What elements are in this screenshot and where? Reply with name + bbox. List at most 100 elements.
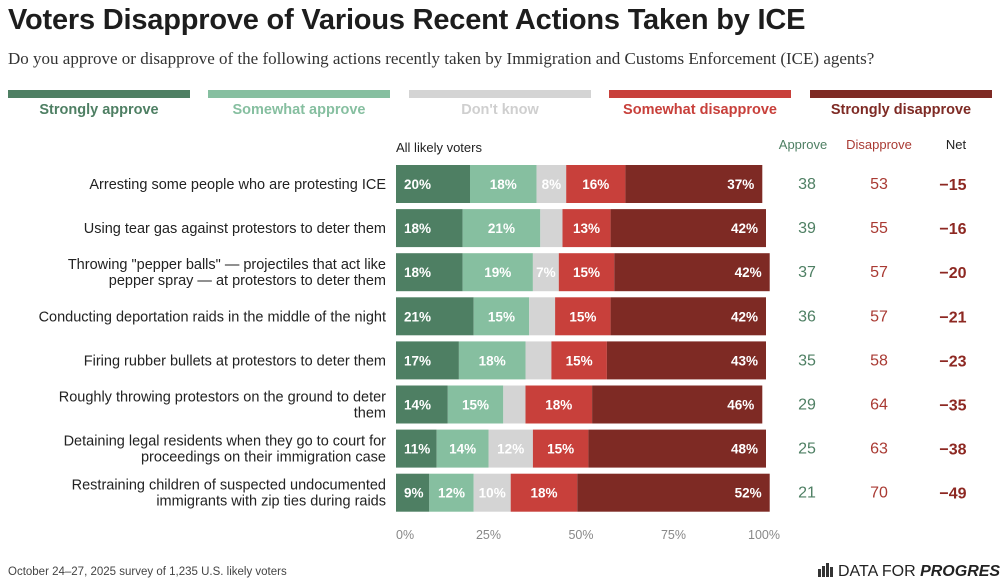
category-label: immigrants with zip ties during raids: [156, 494, 386, 510]
net-value: −38: [939, 442, 966, 459]
bar-value-label: 12%: [438, 486, 465, 501]
legend-item-strongly-approve: Strongly approve: [8, 90, 190, 120]
bar-value-label: 18%: [530, 486, 557, 501]
bar-segment-somewhat-approve: [462, 253, 533, 292]
approve-value: 29: [798, 397, 816, 414]
bar-segment-somewhat-disapprove: [562, 209, 611, 248]
net-value: −16: [939, 221, 966, 238]
bar-value-label: 20%: [404, 177, 431, 192]
bar-segment-somewhat-disapprove: [551, 341, 607, 380]
bar-value-label: 15%: [488, 309, 515, 324]
footer-note: October 24–27, 2025 survey of 1,235 U.S.…: [8, 566, 287, 578]
bar-value-label: 18%: [490, 177, 517, 192]
disapprove-value: 57: [870, 308, 888, 325]
approve-value: 25: [798, 441, 816, 458]
bar-segment-strongly-disapprove: [588, 429, 766, 468]
bar-value-label: 15%: [566, 353, 593, 368]
net-value: −20: [939, 265, 966, 282]
category-label: Firing rubber bullets at protestors to d…: [84, 353, 386, 369]
bar-segment-strongly-approve: [396, 429, 437, 468]
approve-value: 21: [798, 485, 816, 502]
bar-segment-somewhat-approve: [447, 385, 504, 424]
bar-value-label: 18%: [404, 265, 431, 280]
approve-value: 38: [798, 176, 816, 193]
bar-value-label: 52%: [735, 486, 762, 501]
disapprove-value: 63: [870, 441, 888, 458]
bar-value-label: 12%: [497, 442, 524, 457]
net-value: −49: [939, 486, 966, 503]
bar-segment-strongly-disapprove: [592, 385, 763, 424]
x-tick-label: 75%: [661, 528, 686, 542]
bar-value-label: 16%: [582, 177, 609, 192]
bar-segment-strongly-approve: [396, 297, 474, 336]
legend-item-dont-know: Don't know: [409, 90, 591, 120]
bar-value-label: 13%: [573, 221, 600, 236]
approve-value: 36: [798, 308, 816, 325]
bar-value-label: 10%: [479, 486, 506, 501]
bar-value-label: 18%: [404, 221, 431, 236]
bar-segment-strongly-approve: [396, 385, 448, 424]
legend-swatch: [208, 90, 390, 98]
bar-segment-strongly-approve: [396, 341, 459, 380]
legend-swatch: [609, 90, 791, 98]
disapprove-value: 64: [870, 397, 888, 414]
bar-segment-somewhat-approve: [462, 209, 541, 248]
brand-prefix: DATA FOR: [838, 563, 921, 580]
bar-segment-somewhat-disapprove: [566, 165, 626, 203]
bar-segment-don-t-know: [529, 297, 556, 336]
net-value: −15: [939, 177, 966, 194]
bar-value-label: 15%: [569, 309, 596, 324]
bar-segment-don-t-know: [503, 385, 526, 424]
net-value: −35: [939, 398, 966, 415]
x-tick-label: 50%: [568, 528, 593, 542]
bar-segment-strongly-disapprove: [625, 165, 763, 203]
legend-item-somewhat-approve: Somewhat approve: [208, 90, 390, 120]
bar-value-label: 42%: [731, 221, 758, 236]
x-tick-label: 25%: [476, 528, 501, 542]
bar-segment-strongly-disapprove: [614, 253, 770, 292]
bar-segment-strongly-approve: [396, 209, 463, 248]
bar-segment-somewhat-approve: [473, 297, 530, 336]
bar-value-label: 42%: [731, 309, 758, 324]
legend-label: Somewhat approve: [232, 102, 366, 118]
bar-segment-somewhat-approve: [458, 341, 526, 380]
legend-label: Strongly disapprove: [830, 102, 972, 118]
bar-value-label: 21%: [404, 309, 431, 324]
bar-value-label: 14%: [449, 442, 476, 457]
approve-value: 39: [798, 220, 816, 237]
legend-label: Don't know: [461, 102, 539, 118]
legend: Strongly approve Somewhat approve Don't …: [0, 90, 1000, 120]
bar-segment-somewhat-disapprove: [532, 429, 589, 468]
category-label: them: [354, 406, 386, 422]
column-header-net: Net: [945, 137, 967, 152]
category-label: Roughly throwing protestors on the groun…: [59, 390, 386, 406]
net-value: −23: [939, 353, 966, 370]
net-value: −21: [939, 309, 966, 326]
bar-value-label: 48%: [731, 442, 758, 457]
bar-value-label: 18%: [479, 353, 506, 368]
disapprove-value: 53: [870, 176, 888, 193]
bar-segment-strongly-disapprove: [610, 297, 766, 336]
category-label: Restraining children of suspected undocu…: [72, 478, 386, 494]
bar-segment-somewhat-approve: [429, 473, 474, 512]
bar-segment-somewhat-disapprove: [555, 297, 611, 336]
bar-value-label: 14%: [404, 398, 431, 413]
disapprove-value: 58: [870, 352, 888, 369]
bar-segment-somewhat-approve: [436, 429, 489, 468]
disapprove-value: 55: [870, 220, 888, 237]
chart-subtitle: Do you approve or disapprove of the foll…: [8, 49, 875, 68]
bar-segment-strongly-approve: [396, 473, 430, 512]
bar-segment-strongly-approve: [396, 253, 463, 292]
chart-title: Voters Disapprove of Various Recent Acti…: [8, 4, 806, 36]
bar-value-label: 15%: [547, 442, 574, 457]
approve-value: 37: [798, 264, 816, 281]
bar-segment-don-t-know: [540, 209, 563, 248]
chart-header-all-likely-voters: All likely voters: [396, 140, 482, 155]
bar-value-label: 17%: [404, 353, 431, 368]
legend-swatch: [8, 90, 190, 98]
legend-label: Somewhat disapprove: [623, 102, 777, 118]
bar-value-label: 15%: [462, 398, 489, 413]
category-label: Detaining legal residents when they go t…: [64, 434, 387, 450]
bar-segment-strongly-approve: [396, 165, 470, 203]
